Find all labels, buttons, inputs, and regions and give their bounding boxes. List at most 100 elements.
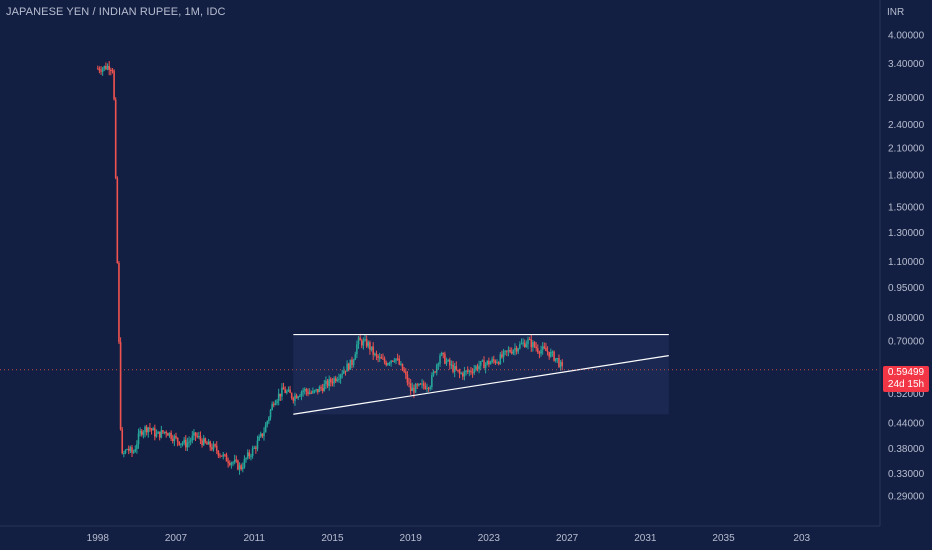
candle-body — [238, 465, 241, 470]
candle-body — [374, 353, 376, 355]
candle-body — [211, 447, 213, 450]
candle-body — [318, 387, 321, 393]
candle-body — [209, 441, 212, 448]
y-tick-label: 0.52000 — [888, 389, 925, 400]
candle-body — [272, 404, 275, 406]
candle-body — [338, 378, 340, 380]
candle-body — [369, 342, 371, 350]
candle-body — [364, 339, 366, 341]
candle-body — [375, 353, 378, 356]
candle-body — [525, 344, 528, 348]
candle-body — [489, 362, 492, 365]
candle-body — [367, 342, 370, 347]
candle-body — [152, 428, 154, 431]
candle-body — [207, 441, 210, 445]
candle-body — [233, 459, 236, 463]
candle-body — [554, 358, 557, 361]
candle-body — [365, 339, 368, 347]
candle-body — [168, 432, 171, 436]
candle-body — [452, 364, 454, 372]
candle-body — [160, 430, 163, 438]
candle-body — [136, 444, 138, 450]
candle-body — [175, 436, 177, 438]
y-tick-label: 1.30000 — [888, 228, 925, 239]
x-tick-label: 2015 — [321, 533, 344, 544]
triangle-pattern-area — [293, 334, 669, 415]
candle-body — [320, 387, 322, 389]
candle-body — [101, 68, 104, 72]
candle-body — [330, 379, 332, 383]
candle-body — [522, 342, 524, 344]
candle-body — [468, 370, 471, 372]
candle-body — [113, 70, 115, 100]
candle-body — [303, 389, 306, 391]
candle-body — [98, 68, 101, 71]
candle-body — [530, 339, 533, 348]
y-tick-label: 2.40000 — [888, 120, 925, 131]
y-tick-label: 0.29000 — [888, 492, 925, 503]
candle-body — [349, 359, 352, 370]
candle-body — [475, 366, 477, 370]
candle-body — [540, 349, 542, 354]
candle-body — [326, 380, 329, 387]
last-price-value: 0.59499 — [887, 367, 925, 378]
candle-body — [356, 344, 358, 355]
candle-body — [123, 453, 125, 455]
candle-body — [545, 348, 547, 352]
candle-body — [232, 462, 234, 464]
candle-body — [499, 354, 502, 364]
candle-body — [419, 383, 422, 385]
candle-body — [471, 372, 474, 374]
candle-body — [292, 398, 295, 401]
candle-body — [502, 351, 505, 358]
candle-body — [411, 387, 414, 392]
candle-body — [476, 366, 479, 370]
candle-body — [131, 447, 133, 453]
candle-body — [561, 361, 564, 366]
candle-body — [206, 442, 208, 445]
candle-body — [520, 343, 523, 345]
support-trendline[interactable] — [293, 355, 669, 415]
candle-body — [188, 441, 190, 443]
candle-body — [448, 359, 451, 366]
candle-body — [465, 370, 467, 372]
bar-countdown: 24d 15h — [887, 379, 925, 390]
candle-body — [377, 355, 379, 358]
candle-body — [422, 383, 425, 387]
candle-body — [390, 360, 392, 364]
x-tick-label: 2019 — [400, 533, 423, 544]
candle-body — [341, 373, 344, 376]
candle-body — [282, 387, 285, 390]
candle-body — [176, 437, 179, 442]
candle-body — [129, 447, 132, 451]
y-tick-label: 4.00000 — [888, 30, 925, 41]
y-tick-label: 1.10000 — [888, 257, 925, 268]
candle-body — [478, 365, 480, 370]
candle-body — [431, 375, 433, 387]
candle-body — [157, 431, 159, 434]
candle-body — [132, 451, 135, 453]
candle-body — [559, 361, 562, 367]
candle-body — [103, 65, 106, 69]
candle-body — [492, 359, 495, 361]
candle-body — [105, 65, 107, 70]
candle-body — [515, 347, 518, 352]
candle-body — [228, 463, 231, 465]
candle-body — [510, 352, 513, 354]
candle-body — [173, 436, 176, 442]
candle-body — [276, 400, 278, 404]
candle-body — [484, 363, 487, 369]
candle-body — [359, 337, 361, 341]
candle-body — [541, 346, 544, 350]
candle-body — [121, 429, 124, 454]
candle-body — [264, 424, 267, 433]
candle-body — [312, 391, 314, 393]
candle-body — [479, 361, 482, 366]
candle-body — [325, 380, 327, 385]
candle-body — [240, 465, 242, 470]
candle-body — [414, 384, 417, 393]
candle-body — [532, 342, 534, 348]
candle-body — [321, 387, 324, 392]
candle-body — [460, 373, 462, 375]
